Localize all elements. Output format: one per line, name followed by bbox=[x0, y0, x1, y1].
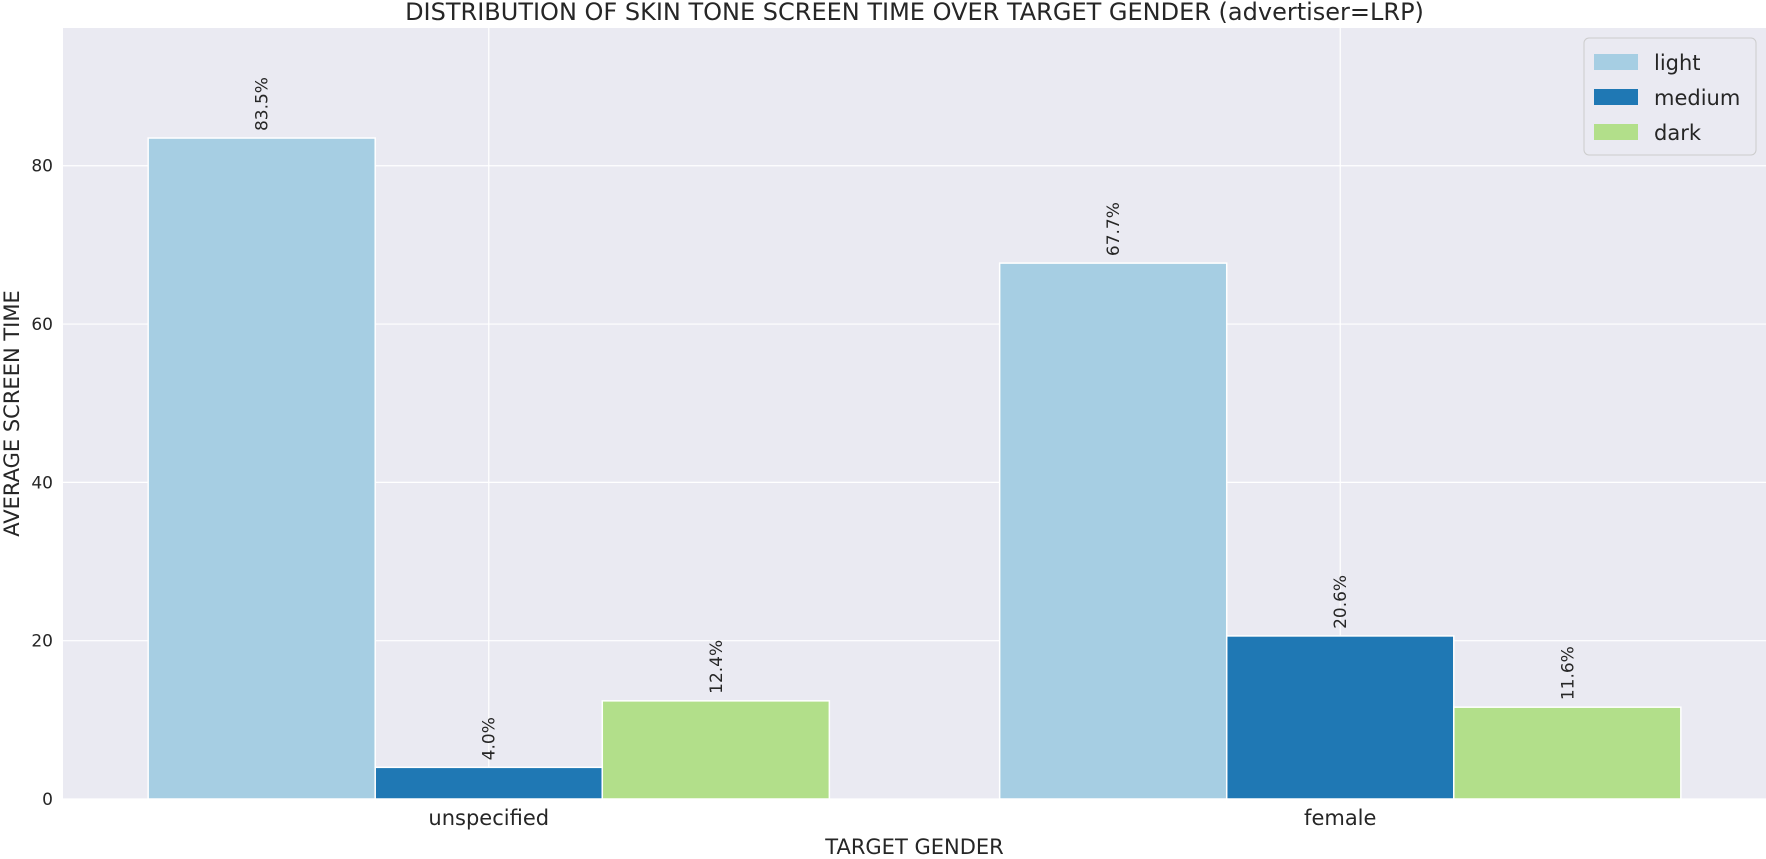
y-tick-label: 20 bbox=[31, 632, 53, 652]
bar-labels: 83.5% 67.7% 4.0% 20.6% 12.4% 11.6% bbox=[253, 77, 1579, 760]
bar-medium-female bbox=[1225, 635, 1455, 800]
bar-value-label: 11.6% bbox=[1558, 646, 1578, 700]
chart-title: DISTRIBUTION OF SKIN TONE SCREEN TIME OV… bbox=[405, 0, 1424, 26]
legend-swatch-dark bbox=[1594, 124, 1638, 140]
bar-value-label: 67.7% bbox=[1104, 202, 1124, 256]
bar-value-label: 4.0% bbox=[480, 717, 500, 760]
y-tick-label: 80 bbox=[31, 157, 53, 177]
y-tick-label: 40 bbox=[31, 473, 53, 493]
bar-light-unspecified bbox=[147, 137, 376, 800]
legend-entry-dark: dark bbox=[1654, 121, 1702, 145]
legend-entry-medium: medium bbox=[1654, 86, 1740, 110]
bar-value-label: 20.6% bbox=[1331, 575, 1351, 629]
legend-entry-light: light bbox=[1654, 51, 1701, 75]
legend-swatch-medium bbox=[1594, 89, 1638, 105]
y-tick-label: 60 bbox=[31, 315, 53, 335]
bars bbox=[147, 137, 1682, 800]
x-axis-ticks: unspecified female bbox=[428, 806, 1376, 830]
y-tick-label: 0 bbox=[42, 790, 53, 810]
legend-swatch-light bbox=[1594, 54, 1638, 70]
bar-dark-female bbox=[1453, 706, 1682, 800]
bar-value-label: 83.5% bbox=[253, 77, 273, 131]
x-tick-label: female bbox=[1304, 806, 1376, 830]
bar-dark-unspecified bbox=[601, 700, 831, 800]
bar-light-female bbox=[998, 262, 1228, 800]
y-axis-label: AVERAGE SCREEN TIME bbox=[0, 290, 24, 537]
bar-value-label: 12.4% bbox=[707, 640, 727, 694]
legend: light medium dark bbox=[1583, 37, 1757, 156]
y-axis-ticks: 0 20 40 60 80 bbox=[31, 157, 53, 810]
x-tick-label: unspecified bbox=[428, 806, 549, 830]
bar-medium-unspecified bbox=[374, 766, 604, 800]
x-axis-label: TARGET GENDER bbox=[824, 835, 1003, 859]
